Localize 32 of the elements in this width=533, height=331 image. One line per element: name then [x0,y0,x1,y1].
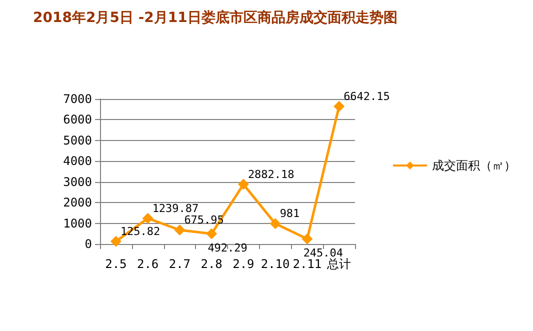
point [238,178,249,190]
x-tick-label: 2.9 [232,257,254,271]
y-tick-label: 0 [84,237,92,251]
y-tick-label: 7000 [63,92,92,106]
point [110,236,122,247]
x-tick-label: 2.6 [136,257,159,271]
point [302,233,313,244]
data-label: 2882.18 [248,168,294,181]
y-tick-label: 6000 [63,112,92,127]
x-tick-label: 2.10 [260,257,290,271]
y-tick-label: 4000 [63,154,92,168]
x-tick-label: 2.11 [292,257,322,271]
x-tick-label: 总计 [326,257,352,271]
legend-label: 成交面积（㎡） [432,158,516,172]
chart-title: 2018年2月5日 -2月11日娄底市区商品房成交面积走势图 [33,9,398,26]
data-label: 492.29 [208,241,248,254]
x-tick-label: 2.5 [105,257,127,271]
point [174,224,186,236]
x-tick-label: 2.7 [168,257,191,271]
x-tick-label: 2.8 [200,257,222,271]
point [270,218,281,230]
y-tick-label: 3000 [63,174,92,189]
point [334,100,345,112]
point [206,228,218,240]
data-label: 1239.87 [152,202,199,215]
point [142,212,154,224]
y-tick-label: 5000 [63,133,92,148]
y-tick-label: 2000 [63,196,92,210]
data-label: 6642.15 [344,90,390,103]
data-label: 981 [280,207,300,220]
data-label: 245.04 [303,246,344,260]
y-tick-label: 1000 [63,216,92,230]
